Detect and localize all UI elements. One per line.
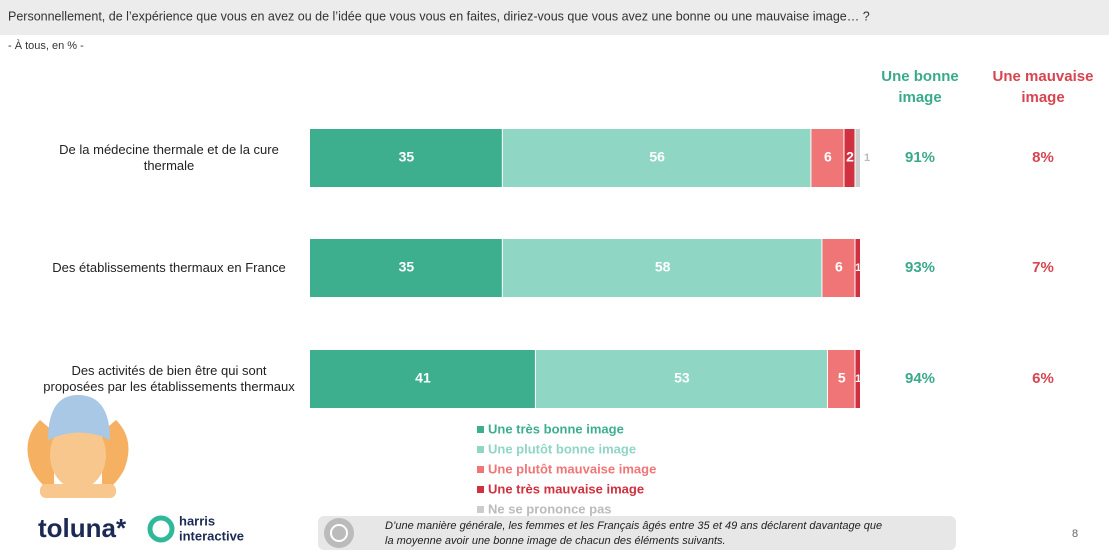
bar-value-label: 1 (855, 373, 861, 385)
logo-toluna: toluna* (38, 513, 127, 543)
logo-mark (147, 515, 175, 543)
category-label: Des activités de bien être qui sont prop… (43, 363, 295, 394)
bar-segment (310, 239, 502, 297)
summary-header: Une bonne image (881, 68, 959, 106)
bar-segment (855, 239, 860, 297)
bar-segment (310, 129, 502, 187)
summary-value: 91% (905, 149, 935, 166)
bar-value-label: 1 (864, 152, 870, 164)
legend-swatch (477, 466, 484, 473)
footnote-icon (330, 524, 348, 542)
legend-label: Une très bonne image (488, 421, 624, 436)
footnote-icon (324, 518, 354, 548)
bar-value-label: 56 (649, 149, 665, 165)
bar-value-label: 41 (415, 370, 431, 386)
summary-value: 7% (1032, 259, 1054, 276)
logo-harris: harris (179, 513, 215, 528)
legend-label: Une très mauvaise image (488, 481, 644, 496)
bar-segment (855, 350, 860, 408)
footnote-box (318, 516, 956, 550)
summary-value: 8% (1032, 149, 1054, 166)
bar-segment (535, 350, 827, 408)
bar-segment (502, 129, 811, 187)
bar-segment (844, 129, 855, 187)
legend-swatch (477, 446, 484, 453)
footnote: D’une manière générale, les femmes et le… (385, 520, 882, 532)
bar-segment (855, 129, 860, 187)
bar-value-label: 6 (824, 149, 832, 165)
bar-value-label: 35 (399, 149, 415, 165)
footnote: la moyenne avoir une bonne image de chac… (385, 535, 726, 547)
legend-swatch (477, 486, 484, 493)
bar-segment (822, 239, 855, 297)
summary-header: Une mauvaise image (993, 68, 1094, 106)
bar-value-label: 6 (835, 259, 843, 275)
bar-value-label: 1 (855, 262, 861, 274)
bar-value-label: 2 (846, 149, 854, 165)
bar-value-label: 35 (399, 259, 415, 275)
category-label: De la médecine thermale et de la cure th… (59, 142, 279, 173)
spa-icon (27, 395, 129, 498)
logo-harris: interactive (179, 528, 244, 543)
summary-value: 94% (905, 370, 935, 387)
header-band (0, 0, 1109, 35)
legend-label: Ne se prononce pas (488, 501, 612, 516)
question: Personnellement, de l’expérience que vou… (8, 9, 870, 23)
summary-value: 93% (905, 259, 935, 276)
bar-value-label: 58 (655, 259, 671, 275)
category-label: Des établissements thermaux en France (52, 260, 286, 275)
bar-value-label: 53 (674, 370, 690, 386)
bar-segment (502, 239, 822, 297)
base: - À tous, en % - (8, 39, 84, 52)
legend-swatch (477, 426, 484, 433)
legend-label: Une plutôt bonne image (488, 441, 636, 456)
bar-segment (811, 129, 844, 187)
bar-segment (310, 350, 535, 408)
bar-segment (827, 350, 855, 408)
bar-value-label: 5 (838, 370, 846, 386)
summary-value: 6% (1032, 370, 1054, 387)
legend-swatch (477, 506, 484, 513)
legend-label: Une plutôt mauvaise image (488, 461, 656, 476)
page-number: 8 (1072, 528, 1078, 540)
